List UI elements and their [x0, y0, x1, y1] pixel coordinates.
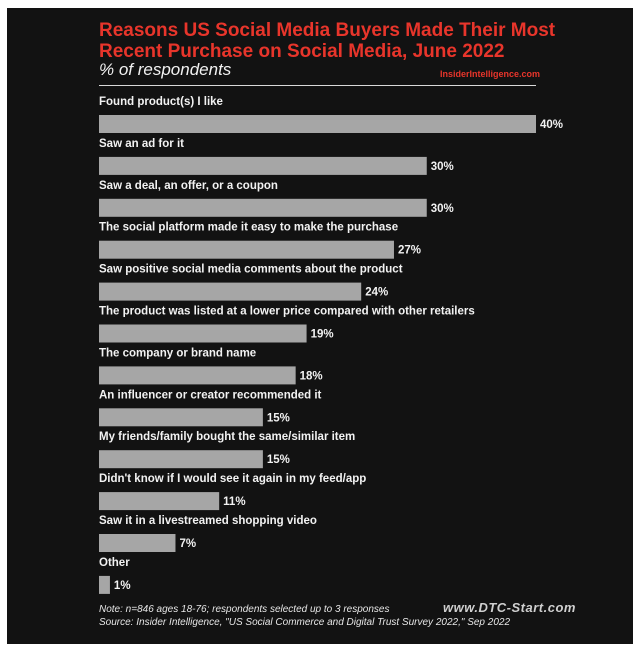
bar [99, 492, 220, 511]
bar [99, 240, 394, 259]
bar [99, 115, 536, 133]
chart-card: Reasons US Social Media Buyers Made Thei… [7, 8, 633, 644]
value-label: 1% [114, 580, 131, 592]
bar [99, 282, 362, 301]
bar [99, 450, 263, 469]
bar [99, 366, 296, 385]
value-label: 19% [311, 329, 334, 341]
category-label: Saw positive social media comments about… [99, 264, 403, 276]
bar [99, 408, 263, 427]
header-divider [99, 85, 536, 86]
value-label: 18% [300, 370, 323, 382]
category-label: Didn't know if I would see it again in m… [99, 473, 366, 485]
category-label: The product was listed at a lower price … [99, 306, 475, 318]
value-label: 30% [431, 203, 454, 215]
category-label: The company or brand name [99, 347, 256, 359]
category-label: Saw a deal, an offer, or a coupon [99, 180, 278, 192]
bar-chart: Found product(s) I like 40% Saw an ad for … [99, 96, 563, 594]
watermark: www.DTC-Start.com [443, 600, 576, 615]
value-label: 15% [267, 454, 290, 466]
value-label: 40% [540, 119, 563, 131]
bar [99, 575, 110, 594]
value-label: 27% [398, 245, 421, 257]
bar [99, 198, 427, 217]
value-label: 11% [223, 496, 245, 508]
chart-title: Reasons US Social Media Buyers Made Thei… [99, 20, 556, 62]
bar [99, 324, 307, 343]
value-label: 30% [431, 161, 454, 173]
category-label: Other [99, 557, 130, 569]
chart-note: Note: n=846 ages 18-76; respondents sele… [99, 604, 390, 615]
category-label: An influencer or creator recommended it [99, 389, 322, 401]
category-label: Found product(s) I like [99, 96, 223, 108]
category-label: Saw an ad for it [99, 138, 184, 150]
value-label: 7% [179, 538, 196, 550]
bar [99, 156, 427, 175]
category-label: My friends/family bought the same/simila… [99, 431, 355, 443]
chart-subtitle: % of respondents [99, 60, 232, 79]
bar [99, 534, 176, 552]
category-label: The social platform made it easy to make… [99, 222, 398, 234]
value-label: 15% [267, 412, 290, 424]
value-label: 24% [365, 287, 388, 299]
chart-source: Source: Insider Intelligence, "US Social… [99, 617, 511, 628]
category-label: Saw it in a livestreamed shopping video [99, 515, 317, 527]
source-brand: InsiderIntelligence.com [440, 69, 541, 79]
